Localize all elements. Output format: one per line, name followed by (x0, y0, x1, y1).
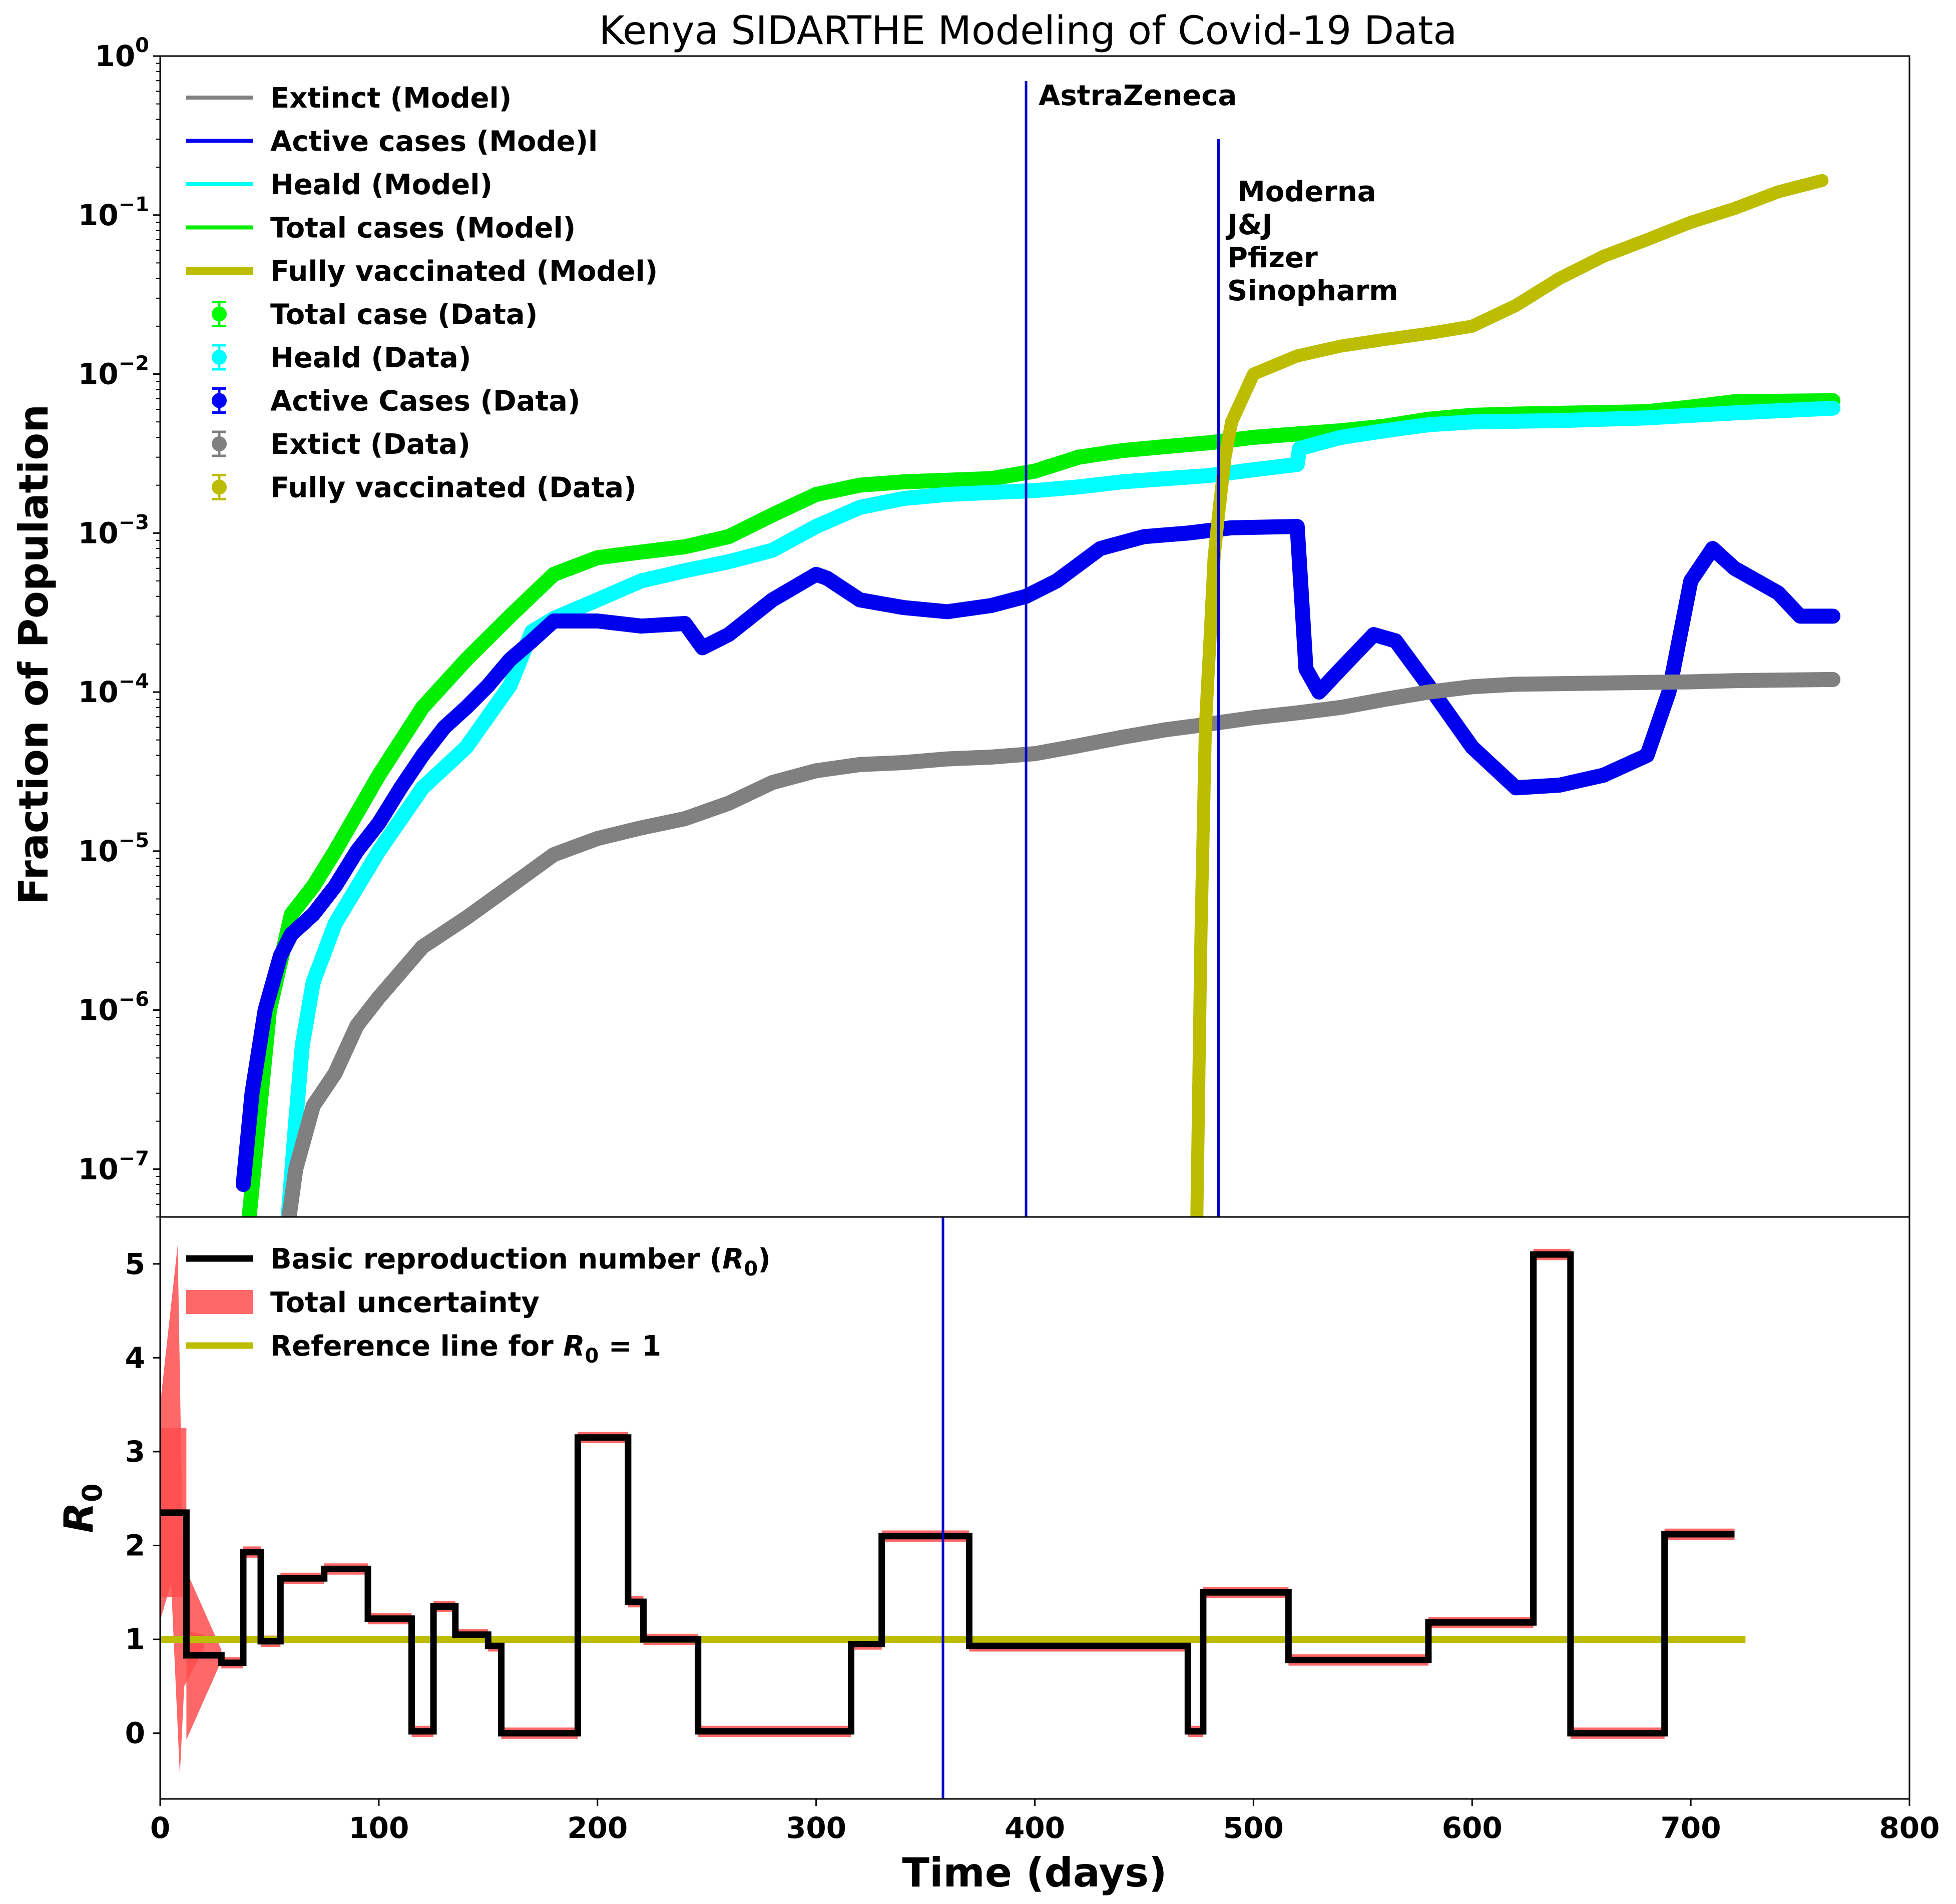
legend-active-cases-mode-l-label: Active cases (Mode)l (270, 126, 598, 158)
top-y-tick-label: 10−3 (78, 511, 149, 550)
legend-extinct-model-label: Extinct (Model) (270, 82, 512, 115)
top-y-tick-label: 10−4 (78, 670, 149, 709)
legend-total-cases-model-label: Total cases (Model) (270, 212, 576, 245)
r0-step-line (160, 1251, 1735, 1737)
legend-total-uncertainty-swatch (186, 1290, 253, 1314)
legend-reference-line-for-label: Reference line for R0 = 1 (270, 1330, 661, 1368)
heald-model-line (286, 406, 1833, 1217)
top-legend: Extinct (Model) Active cases (Mode)l Heald… (186, 82, 658, 504)
bottom-y-tick-label: 4 (125, 1341, 145, 1375)
chart-title: Kenya SIDARTHE Modeling of Covid-19 Data (599, 9, 1457, 54)
bottom-y-ticks: 0 1 2 3 4 5 (125, 1247, 160, 1750)
annotation-astrazeneca: AstraZeneca (1039, 80, 1237, 112)
x-tick-label: 800 (1879, 1811, 1939, 1845)
x-tick-label: 600 (1442, 1811, 1503, 1845)
annotation-pfizer: Pfizer (1227, 242, 1318, 274)
bottom-y-tick-label: 0 (125, 1716, 145, 1750)
legend-extict-data-label: Extict (Data) (270, 428, 470, 461)
top-y-axis-label: Fraction of Population (11, 404, 57, 905)
top-y-tick-label: 10−6 (78, 988, 149, 1027)
legend-heald-data-label: Heald (Data) (270, 342, 471, 374)
legend-total-case-data-label: Total case (Data) (270, 299, 538, 331)
x-tick-label: 0 (150, 1811, 170, 1845)
legend-total-uncertainty-label: Total uncertainty (270, 1287, 540, 1319)
bottom-x-ticks: 0 100 200 300 400 500 600 700 800 (150, 1799, 1940, 1845)
extinct-data-markers (281, 672, 1841, 1217)
top-y-ticks: 10−7 10−6 10−5 10−4 10−3 10−2 10−1 100 (78, 34, 160, 1217)
bottom-y-tick-label: 5 (125, 1247, 145, 1281)
top-y-tick-label: 10−7 (78, 1147, 149, 1186)
top-y-tick-label: 10−1 (78, 193, 149, 232)
top-panel: 10−7 10−6 10−5 10−4 10−3 10−2 10−1 100 Fraction… (11, 34, 1910, 1218)
x-tick-label: 300 (786, 1811, 846, 1845)
active-cases-data-markers (236, 519, 1841, 1192)
bottom-panel: 0 1 2 3 4 5 0 100 200 300 400 500 600 700 800 Time (d… (56, 1216, 1940, 1896)
bottom-y-axis-label: R0 (56, 1483, 108, 1533)
legend-heald-data-marker (212, 350, 227, 365)
fully-vaccinated-model-line (1195, 179, 1823, 1217)
heald-data-markers (280, 400, 1841, 1217)
annotation-jj: J&J (1225, 209, 1273, 241)
extinct-model-line (287, 678, 1833, 1217)
active-cases-model-line (242, 525, 1833, 1185)
legend-active-cases-data-label: Active Cases (Data) (270, 385, 581, 418)
top-data-layer (236, 174, 1841, 1217)
r0-uncertainty-band (160, 1248, 1735, 1740)
x-tick-label: 100 (348, 1811, 409, 1845)
x-tick-label: 500 (1223, 1811, 1284, 1845)
bottom-y-tick-label: 1 (125, 1622, 145, 1656)
legend-fully-vaccinated-data-label: Fully vaccinated (Data) (270, 472, 637, 504)
legend-total-case-data-marker (212, 306, 227, 322)
legend-basic-reproduction-number-label: Basic reproduction number (R0) (270, 1243, 771, 1281)
bottom-y-tick-label: 2 (125, 1529, 145, 1563)
top-y-tick-label: 10−2 (78, 352, 149, 391)
x-axis-label: Time (days) (902, 1849, 1167, 1896)
legend-fully-vaccinated-data-marker (212, 479, 227, 495)
total-cases-model-line (247, 399, 1833, 1217)
legend-heald-model-label: Heald (Model) (270, 169, 493, 201)
top-y-tick-label: 10−5 (78, 829, 149, 868)
legend-fully-vaccinated-model-label: Fully vaccinated (Model) (270, 255, 658, 288)
bottom-legend: Basic reproduction number (R0) Total unce… (186, 1243, 771, 1368)
legend-extict-data-marker (212, 436, 227, 451)
top-y-tick-label: 100 (95, 34, 149, 73)
legend-active-cases-data-marker (212, 393, 227, 408)
x-tick-label: 700 (1661, 1811, 1721, 1845)
annotation-moderna: Moderna (1237, 176, 1376, 208)
total-cases-data-markers (241, 393, 1841, 1217)
x-tick-label: 200 (567, 1811, 628, 1845)
x-tick-label: 400 (1005, 1811, 1065, 1845)
bottom-data-layer (160, 1217, 1746, 1799)
bottom-y-tick-label: 3 (125, 1435, 145, 1469)
annotation-sinopharm: Sinopharm (1227, 275, 1398, 307)
vaccine-lines (1025, 81, 1220, 1217)
